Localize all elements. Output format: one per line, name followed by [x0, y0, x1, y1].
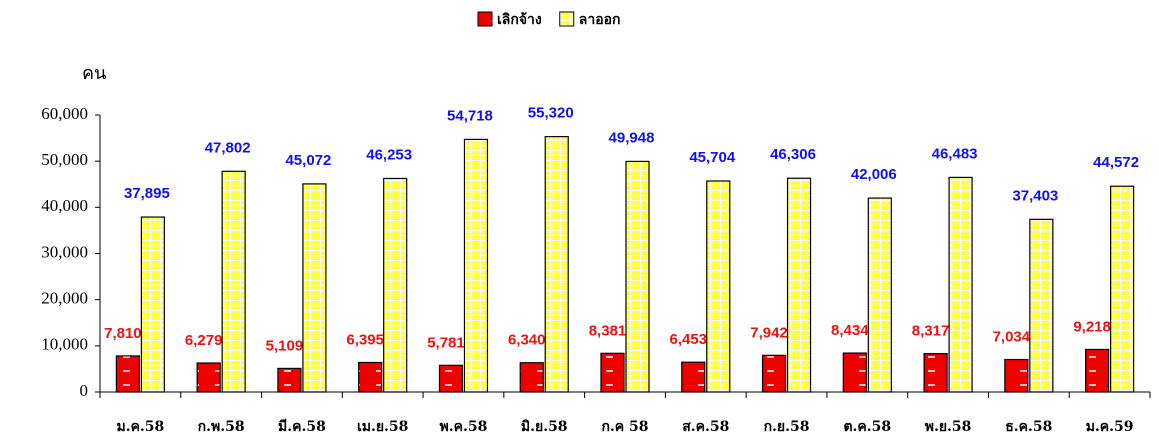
bar: [463, 138, 489, 393]
bar: [867, 197, 892, 393]
x-tick-label: ม.ค.58: [116, 419, 164, 435]
y-tick-label: 10,000: [41, 335, 88, 354]
bar: [1029, 218, 1054, 393]
value-label: 46,483: [932, 145, 978, 162]
x-tick-label: พ.ค.58: [440, 419, 488, 435]
x-tick-label: เม.ย.58: [357, 419, 408, 435]
value-label: 46,253: [366, 146, 412, 163]
bar: [706, 180, 731, 393]
value-label: 6,453: [669, 331, 707, 348]
bar: [681, 361, 706, 393]
value-label: 5,781: [427, 334, 465, 351]
value-label: 46,306: [770, 146, 816, 163]
bar: [277, 367, 302, 393]
bar: [221, 170, 246, 393]
legend-label: เลิกจ้าง: [497, 12, 542, 28]
bar: [1004, 358, 1029, 393]
value-label: 54,718: [447, 107, 493, 124]
bar: [786, 177, 812, 393]
x-tick-label: ส.ค.58: [682, 419, 729, 435]
value-label: 49,948: [609, 129, 655, 146]
bar: [302, 183, 327, 393]
bar: [842, 352, 867, 393]
value-label: 45,704: [689, 149, 736, 166]
y-tick-label: 60,000: [41, 104, 88, 123]
legend-swatch: [559, 11, 575, 27]
bar: [196, 362, 221, 393]
value-label: 8,317: [912, 323, 950, 340]
bar: [948, 176, 973, 393]
bar: [383, 177, 408, 393]
x-tick-label: มี.ค.58: [278, 419, 326, 435]
x-tick-label: มิ.ย.58: [521, 419, 568, 435]
bar: [600, 352, 625, 393]
y-tick-label: 40,000: [41, 196, 88, 215]
value-label: 9,218: [1073, 318, 1111, 335]
y-tick-label: 0: [80, 381, 89, 400]
value-label: 6,395: [346, 331, 384, 348]
bar: [544, 136, 569, 393]
legend-swatch: [477, 11, 493, 27]
y-tick-label: 50,000: [41, 150, 88, 169]
value-label: 7,034: [993, 328, 1031, 345]
bar: [115, 355, 140, 393]
value-label: 5,109: [266, 337, 304, 354]
y-axis-label: คน: [82, 63, 106, 84]
value-label: 47,802: [205, 139, 251, 156]
value-label: 55,320: [528, 105, 574, 122]
value-label: 6,279: [185, 332, 223, 349]
bar: [1085, 348, 1110, 393]
bar: [358, 361, 383, 393]
value-label: 8,381: [589, 322, 627, 339]
x-tick-label: ก.พ.58: [198, 419, 245, 435]
bar: [923, 353, 948, 393]
y-tick-label: 20,000: [41, 289, 88, 308]
x-tick-label: พ.ย.58: [925, 419, 972, 435]
value-label: 8,434: [831, 322, 869, 339]
bar: [438, 364, 464, 393]
legend-label: ลาออก: [579, 12, 621, 28]
y-tick-label: 30,000: [41, 242, 88, 261]
x-tick-label: ต.ค.58: [843, 419, 891, 435]
bar: [761, 354, 787, 393]
value-label: 45,072: [285, 152, 331, 169]
value-label: 37,403: [1012, 187, 1058, 204]
value-label: 37,895: [124, 185, 170, 202]
bar: [140, 216, 165, 393]
value-label: 7,942: [750, 324, 788, 341]
bar: [625, 160, 650, 393]
value-label: 6,340: [508, 332, 546, 349]
x-tick-label: ธ.ค.58: [1005, 419, 1052, 435]
value-label: 7,810: [104, 325, 142, 342]
x-tick-label: ม.ค.59: [1086, 419, 1134, 435]
x-tick-label: ก.ค 58: [601, 419, 648, 435]
bar: [519, 362, 544, 393]
bar: [1110, 185, 1135, 393]
x-tick-label: ก.ย.58: [764, 419, 810, 435]
value-label: 42,006: [851, 166, 897, 183]
value-label: 44,572: [1093, 154, 1139, 171]
